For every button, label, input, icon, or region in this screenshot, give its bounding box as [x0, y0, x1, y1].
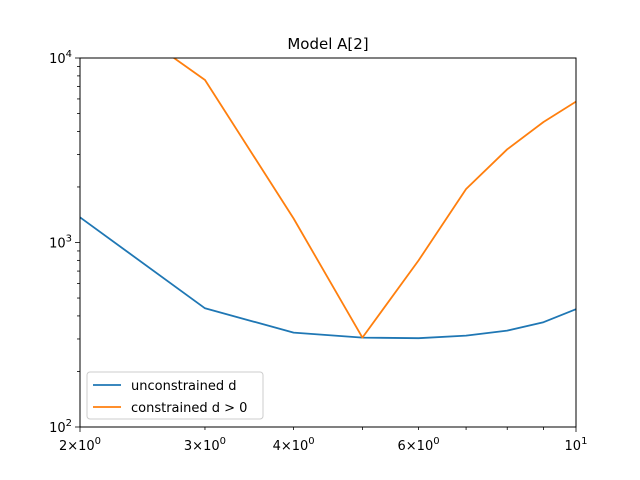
- legend: unconstrained d constrained d > 0: [86, 371, 264, 420]
- legend-label-1: unconstrained d: [131, 379, 237, 394]
- plot-area: [80, 58, 576, 340]
- legend-label-2: constrained d > 0: [131, 401, 247, 416]
- series-line-2: [172, 58, 576, 339]
- x-minor-tick-label: 6×100: [398, 436, 440, 454]
- series-line-1: [80, 216, 576, 340]
- x-minor-tick-label: 3×100: [184, 436, 226, 454]
- x-tick-label: 2×100: [59, 436, 101, 454]
- x-minor-tick-label: 4×100: [273, 436, 315, 454]
- axis-ticks: 2×100 101 3×100 4×100 6×100 102 103 104: [49, 49, 587, 454]
- legend-box: [86, 371, 264, 420]
- y-tick-label: 104: [49, 49, 72, 67]
- chart-title: Model A[2]: [287, 35, 368, 53]
- x-tick-label: 101: [565, 436, 588, 454]
- y-tick-label: 103: [49, 234, 72, 252]
- y-tick-label: 102: [49, 418, 72, 436]
